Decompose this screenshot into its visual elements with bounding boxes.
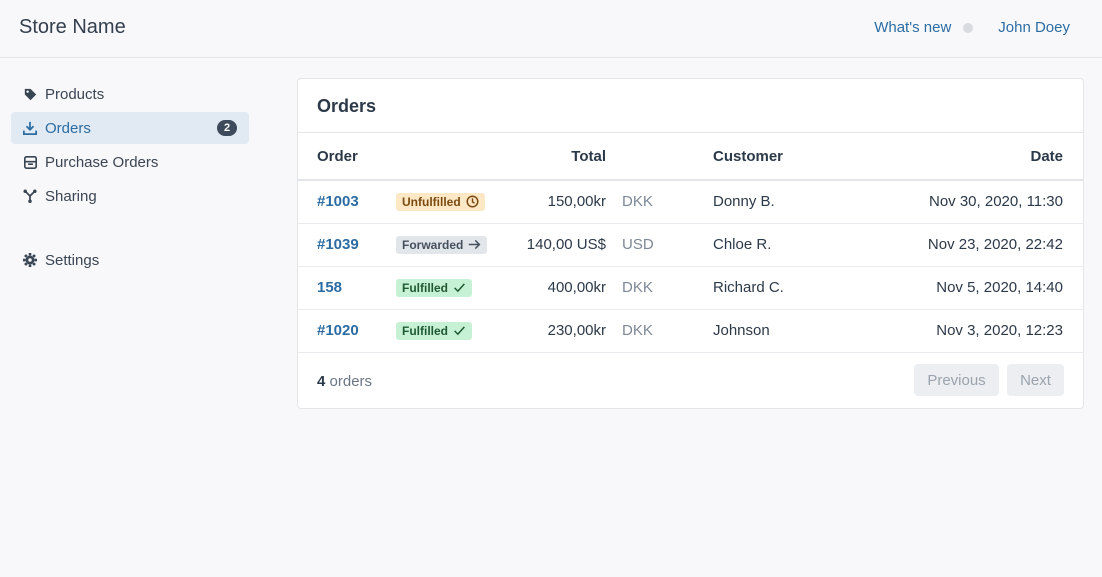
order-customer: Johnson xyxy=(713,309,830,353)
order-customer: Donny B. xyxy=(713,180,830,224)
column-header-order[interactable]: Order xyxy=(298,133,396,181)
order-total: 150,00kr xyxy=(506,180,606,224)
order-date: Nov 30, 2020, 11:30 xyxy=(829,180,1083,224)
top-nav: What's new John Doey xyxy=(874,19,1070,36)
order-link[interactable]: 158 xyxy=(317,279,343,296)
orders-card: Orders Order Total Customer Date #1003 U… xyxy=(297,78,1084,409)
archive-icon xyxy=(23,155,37,169)
check-icon xyxy=(454,283,465,293)
arrow-right-icon xyxy=(469,239,481,250)
download-icon xyxy=(23,121,37,135)
order-total: 140,00 US$ xyxy=(506,223,606,267)
sidebar-item-label: Purchase Orders xyxy=(45,153,159,171)
column-header-date[interactable]: Date xyxy=(829,133,1083,181)
card-title: Orders xyxy=(317,96,377,116)
whats-new-link[interactable]: What's new xyxy=(874,19,952,36)
orders-count-label: orders xyxy=(329,373,373,390)
status-label: Fulfilled xyxy=(402,323,448,338)
notification-dot-icon xyxy=(963,22,974,33)
table-row[interactable]: #1039 Forwarded 140,00 US$ USD Chloe R. … xyxy=(298,223,1083,267)
sidebar-item-label: Orders xyxy=(45,119,91,137)
order-link[interactable]: #1039 xyxy=(317,236,359,253)
sidebar-item-purchase-orders[interactable]: Purchase Orders xyxy=(11,146,249,178)
order-currency: DKK xyxy=(606,266,713,310)
divider xyxy=(298,132,1083,133)
sidebar-item-sharing[interactable]: Sharing xyxy=(11,180,249,212)
status-badge: Unfulfilled xyxy=(396,192,485,211)
top-bar: Store Name What's new John Doey xyxy=(0,0,1102,58)
order-total: 400,00kr xyxy=(506,266,606,310)
table-row[interactable]: 158 Fulfilled 400,00kr DKK Richard C. No… xyxy=(298,266,1083,310)
order-date: Nov 3, 2020, 12:23 xyxy=(829,309,1083,353)
column-header-customer[interactable]: Customer xyxy=(713,133,830,181)
status-label: Fulfilled xyxy=(402,280,448,295)
order-customer: Richard C. xyxy=(713,266,830,310)
table-header-row: Order Total Customer Date xyxy=(298,133,1083,181)
store-name[interactable]: Store Name xyxy=(19,16,126,38)
sidebar-item-label: Settings xyxy=(45,251,100,269)
table-row[interactable]: #1003 Unfulfilled 150,00kr DKK Donny B. … xyxy=(298,180,1083,224)
orders-count: 4 orders xyxy=(317,373,372,390)
order-currency: DKK xyxy=(606,309,713,353)
order-total: 230,00kr xyxy=(506,309,606,353)
order-link[interactable]: #1020 xyxy=(317,322,359,339)
gear-icon xyxy=(23,253,37,267)
sidebar-item-orders[interactable]: Orders 2 xyxy=(11,112,249,144)
status-badge: Forwarded xyxy=(396,235,488,254)
order-currency: USD xyxy=(606,223,713,267)
share-icon xyxy=(23,189,37,203)
orders-table: Order Total Customer Date #1003 Unfulfil… xyxy=(298,133,1083,353)
check-icon xyxy=(454,326,465,336)
sidebar-item-label: Sharing xyxy=(45,187,97,205)
previous-page-button[interactable]: Previous xyxy=(914,364,999,396)
order-customer: Chloe R. xyxy=(713,223,830,267)
column-header-total[interactable]: Total xyxy=(506,133,606,181)
orders-count-number: 4 xyxy=(317,373,326,390)
sidebar-item-products[interactable]: Products xyxy=(11,78,249,110)
orders-count-badge: 2 xyxy=(217,120,237,136)
sidebar-item-label: Products xyxy=(45,85,105,103)
sidebar-item-settings[interactable]: Settings xyxy=(11,244,249,276)
sidebar: Products Orders 2 Purchase Orders Sharin… xyxy=(11,78,249,278)
order-link[interactable]: #1003 xyxy=(317,193,359,211)
table-row[interactable]: #1020 Fulfilled 230,00kr DKK Johnson Nov… xyxy=(298,309,1083,353)
tag-icon xyxy=(23,87,37,101)
clock-icon xyxy=(466,195,479,208)
order-date: Nov 23, 2020, 22:42 xyxy=(829,223,1083,267)
status-badge: Fulfilled xyxy=(396,321,472,340)
order-date: Nov 5, 2020, 14:40 xyxy=(829,266,1083,310)
status-badge: Fulfilled xyxy=(396,278,472,297)
next-page-button[interactable]: Next xyxy=(1007,364,1064,396)
user-menu-link[interactable]: John Doey xyxy=(998,19,1070,36)
order-currency: DKK xyxy=(606,180,713,224)
status-label: Unfulfilled xyxy=(402,194,461,209)
status-label: Forwarded xyxy=(402,237,464,252)
